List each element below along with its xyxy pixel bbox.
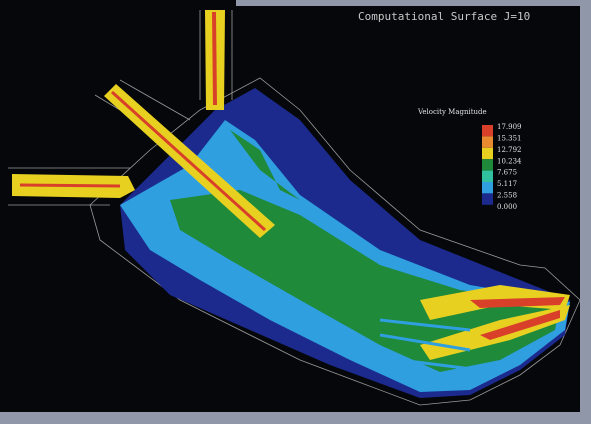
- core: [470, 297, 565, 308]
- right-border: [580, 0, 591, 424]
- bottom-border: [0, 412, 591, 424]
- inlet-core: [110, 90, 267, 232]
- legend-swatch: [482, 147, 493, 160]
- legend-label: 2.558: [497, 192, 517, 200]
- streak-line: [379, 318, 481, 372]
- legend-label: 7.675: [497, 169, 517, 177]
- legend-label: 15.351: [497, 134, 522, 142]
- legend-swatch: [482, 193, 493, 205]
- legend-swatch: [482, 159, 493, 171]
- legend-swatch: [482, 170, 493, 182]
- inlets: [12, 10, 275, 238]
- legend-swatch: [482, 136, 493, 148]
- title: Computational Surface J=10: [358, 10, 530, 23]
- legend-label: 5.117: [497, 180, 517, 188]
- outline: [199, 10, 233, 100]
- legend-swatch: [482, 125, 493, 137]
- inlet-core: [212, 11, 217, 106]
- outline: [89, 77, 581, 406]
- legend-label: 0.000: [497, 203, 517, 211]
- legend-title: Velocity Magnitude: [417, 108, 487, 116]
- legend-label: 10.234: [497, 157, 522, 165]
- legend-label: 12.792: [497, 146, 522, 154]
- region-high: [170, 190, 560, 372]
- legend-label: 17.909: [497, 123, 522, 131]
- region-high: [230, 130, 300, 200]
- outline: [8, 167, 130, 206]
- geometry-outline: [8, 10, 581, 406]
- legend-swatch: [482, 182, 493, 194]
- top-border: [236, 0, 591, 6]
- core: [480, 310, 560, 340]
- inlet-core: [19, 183, 121, 188]
- legend: Velocity Magnitude 17.909 15.351 12.792 10.…: [417, 108, 522, 211]
